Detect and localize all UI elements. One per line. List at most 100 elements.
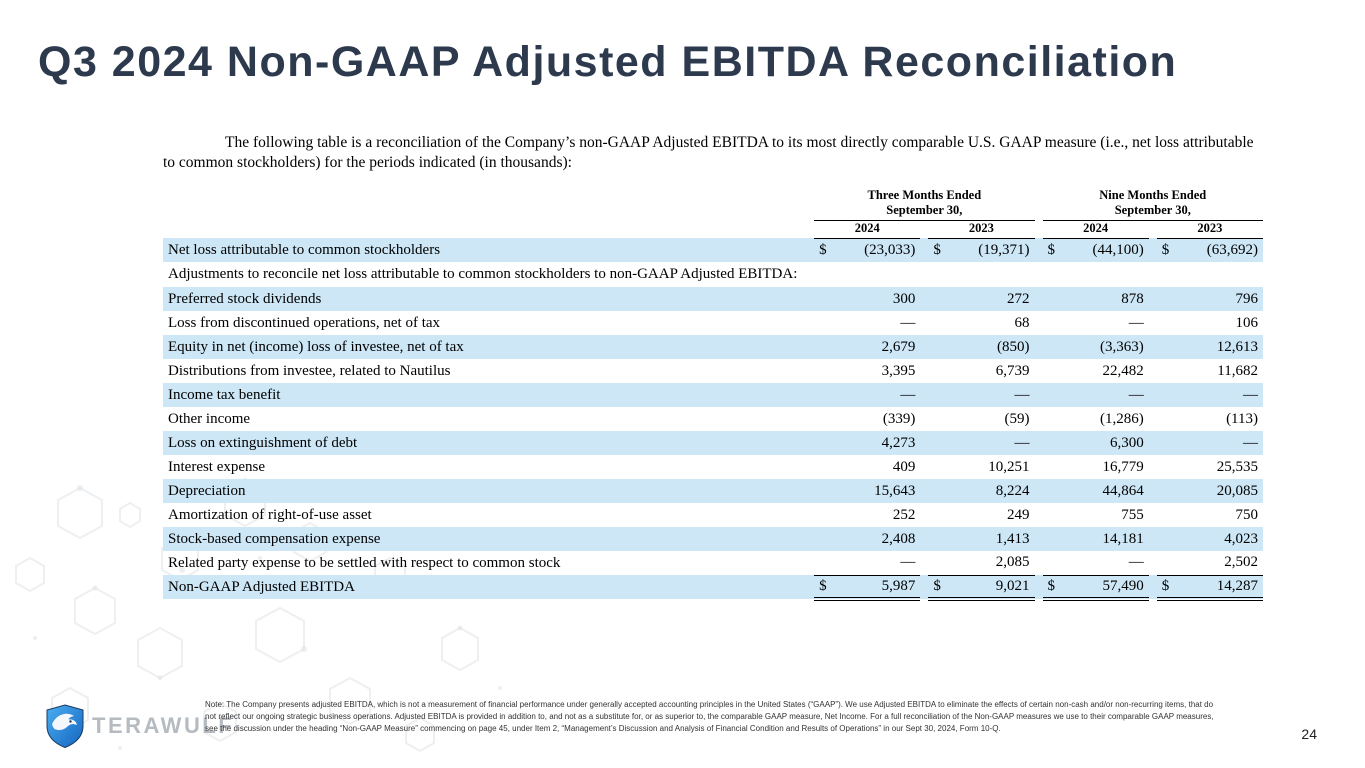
dollar-sign-cell <box>1042 431 1061 456</box>
value-cell: 300 <box>832 287 921 312</box>
dollar-sign-cell <box>928 527 947 552</box>
value-cell: — <box>1174 383 1263 408</box>
empty-header-cell <box>163 220 814 238</box>
column-gap <box>1034 238 1043 263</box>
row-label: Other income <box>168 410 251 427</box>
column-gap <box>1149 311 1157 335</box>
group-gap <box>1035 188 1043 221</box>
dollar-sign-cell <box>1156 383 1175 408</box>
value-cell: 796 <box>1174 287 1263 312</box>
dollar-sign-cell <box>1042 527 1061 552</box>
value-cell: 8,224 <box>946 479 1035 504</box>
table-row: Distributions from investee, related to … <box>163 359 1263 383</box>
reconciliation-table: Three Months Ended September 30, Nine Mo… <box>163 187 1263 602</box>
dollar-sign-cell <box>1042 383 1061 408</box>
dollar-sign-cell <box>928 455 946 479</box>
dollar-sign-cell <box>1043 359 1061 383</box>
column-gap <box>1149 220 1157 238</box>
column-gap <box>1034 479 1043 504</box>
column-gap <box>920 335 929 360</box>
column-gap <box>920 383 929 408</box>
dollar-sign-cell: $ <box>928 238 947 263</box>
table-row: Income tax benefit — — — — <box>163 383 1263 408</box>
dollar-sign-cell <box>1043 311 1061 335</box>
table-row: Stock-based compensation expense 2,408 1,4… <box>163 527 1263 552</box>
value-cell: 249 <box>1007 506 1030 523</box>
dollar-sign-cell <box>814 551 832 575</box>
value-cell: 755 <box>1121 506 1144 523</box>
year-header: 2024 <box>1042 220 1149 239</box>
period-label-line2: September 30, <box>886 202 963 217</box>
table-row: Adjustments to reconcile net loss attrib… <box>163 262 1263 287</box>
row-label: Preferred stock dividends <box>163 287 815 312</box>
value-cell: 9,021 <box>946 574 1035 602</box>
value-cell: 2,502 <box>1224 554 1258 571</box>
dollar-sign-cell <box>928 431 947 456</box>
dollar-sign-cell <box>928 359 946 383</box>
table-row: Depreciation 15,643 8,224 44,864 20,085 <box>163 479 1263 504</box>
table-row: Loss from discontinued operations, net o… <box>163 311 1263 335</box>
column-gap <box>1034 383 1043 408</box>
row-label: Depreciation <box>163 479 815 504</box>
dollar-sign-cell <box>814 527 833 552</box>
value-cell: 2,085 <box>995 554 1030 571</box>
period-label-line1: Nine Months Ended <box>1099 187 1207 202</box>
value-cell: 4,023 <box>1174 527 1263 552</box>
terawulf-logo-text: TERAWULF <box>92 713 235 738</box>
row-label: Non-GAAP Adjusted EBITDA <box>163 575 815 600</box>
dollar-sign-cell: $ <box>814 574 833 602</box>
dollar-sign-cell: $ <box>928 574 947 602</box>
column-gap <box>920 311 928 335</box>
column-gap <box>1148 383 1157 408</box>
column-gap <box>920 238 929 263</box>
empty-header-cell <box>163 188 814 221</box>
reconciliation-table-body: Net loss attributable to common stockhol… <box>163 238 1263 602</box>
dollar-sign-cell <box>928 407 946 431</box>
dollar-sign-cell <box>1043 455 1061 479</box>
dollar-sign-cell <box>814 407 832 431</box>
value-cell: 12,613 <box>1174 335 1263 360</box>
dollar-sign-cell <box>1042 479 1061 504</box>
column-gap <box>1034 335 1043 360</box>
dollar-sign-cell <box>928 383 947 408</box>
intro-paragraph: The following table is a reconciliation … <box>163 134 1254 172</box>
footnote: Note: The Company presents adjusted EBIT… <box>205 700 1214 733</box>
dollar-sign-cell <box>814 455 832 479</box>
dollar-sign-cell <box>1156 527 1175 552</box>
value-cell: (339) <box>882 410 916 427</box>
value-cell: 5,987 <box>832 574 921 602</box>
dollar-sign-cell <box>814 335 833 360</box>
table-row: Preferred stock dividends 300 272 878 796 <box>163 287 1263 312</box>
column-gap <box>1035 359 1043 383</box>
table-row: Loss on extinguishment of debt 4,273 — 6,30… <box>163 431 1263 456</box>
column-gap <box>1148 479 1157 504</box>
column-gap <box>1034 287 1043 312</box>
column-gap <box>1035 503 1043 527</box>
value-cell: — <box>1128 314 1144 331</box>
column-gap <box>1148 335 1157 360</box>
dollar-sign-cell <box>1043 551 1061 575</box>
nine-months-header: Nine Months Ended September 30, <box>1042 187 1263 221</box>
value-cell: 1,413 <box>946 527 1035 552</box>
dollar-sign-cell <box>814 359 832 383</box>
dollar-sign-cell <box>814 383 833 408</box>
value-cell: 68 <box>1014 314 1030 331</box>
value-cell: (59) <box>1004 410 1030 427</box>
page-number: 24 <box>1301 726 1317 742</box>
row-label: Distributions from investee, related to … <box>168 362 451 379</box>
column-gap <box>1034 527 1043 552</box>
value-cell: 22,482 <box>1102 362 1144 379</box>
row-label: Interest expense <box>168 458 266 475</box>
value-cell: 14,181 <box>1060 527 1149 552</box>
row-label: Loss on extinguishment of debt <box>163 431 815 456</box>
dollar-sign-cell <box>928 311 946 335</box>
dollar-sign-cell <box>814 311 832 335</box>
period-label-line2: September 30, <box>1114 202 1191 217</box>
group-gap <box>1035 220 1043 238</box>
value-cell: 106 <box>1235 314 1259 331</box>
column-gap <box>1148 575 1157 600</box>
terawulf-shield-icon <box>46 704 84 748</box>
value-cell: 4,273 <box>832 431 921 456</box>
value-cell: 252 <box>892 506 916 523</box>
